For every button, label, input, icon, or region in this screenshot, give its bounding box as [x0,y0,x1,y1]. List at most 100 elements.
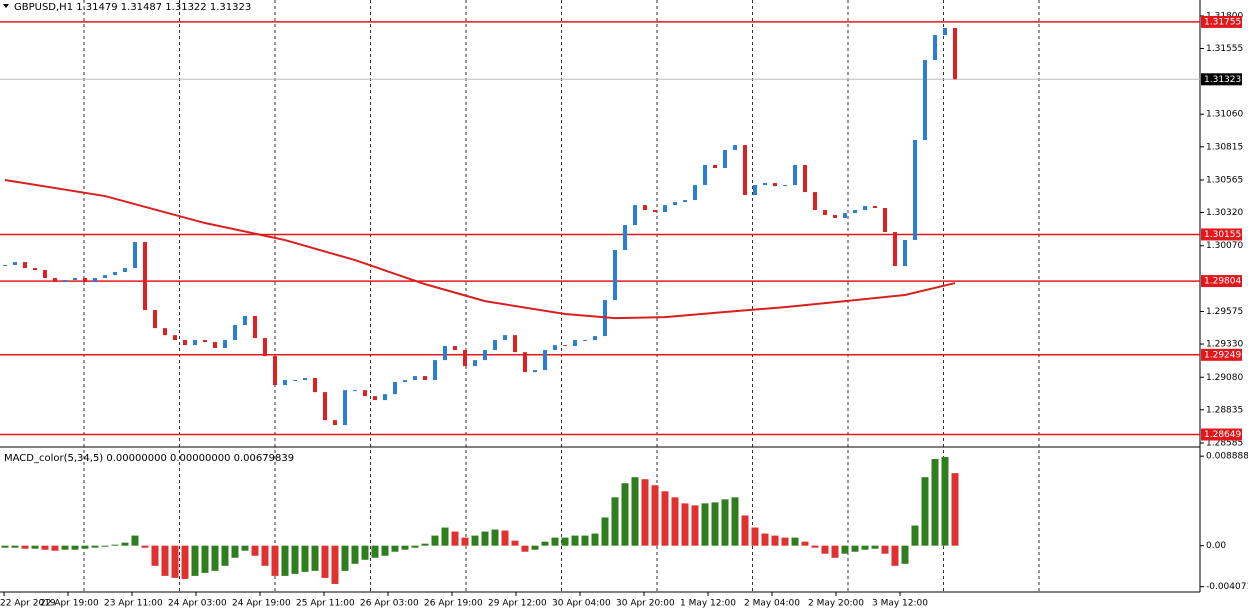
macd-bar [141,545,149,548]
macd-bar [631,477,639,546]
candle [713,164,717,169]
macd-bar [641,479,649,546]
candle [223,340,227,349]
candle [303,378,307,381]
candle [943,28,947,36]
macd-bar [261,545,269,566]
level-label: 1.31755 [1204,17,1241,27]
candle [143,242,147,311]
candle [493,340,497,351]
macd-bar [101,545,109,547]
macd-bar [311,545,319,571]
macd-bar [121,542,129,546]
macd-bar [551,537,559,546]
candle [543,350,547,371]
candle [263,338,267,357]
macd-bar [771,535,779,546]
candle [43,270,47,279]
level-label: 1.30155 [1204,230,1241,240]
y-tick-label: 1.30565 [1206,175,1243,185]
macd-bar [341,545,349,571]
macd-bar [891,545,899,566]
candle [693,185,697,201]
candle [793,164,797,186]
candle [813,192,817,211]
macd-bar [541,541,549,546]
macd-bar [881,545,889,554]
macd-bar [731,497,739,546]
y-tick-label: 1.31060 [1206,110,1243,120]
candle [503,335,507,341]
candle [933,35,937,61]
macd-bar [561,537,569,546]
candle [243,316,247,326]
x-tick-label: 22 Apr 2019 [0,599,56,609]
candle [663,205,667,213]
macd-bar [741,515,749,546]
last-price-tag [1201,73,1242,86]
candle [643,205,647,211]
macd-bar [851,545,859,552]
y-tick-label: 1.30070 [1206,241,1243,251]
indicator-title: MACD_color(5,34,5) 0.00000000 0.00000000… [4,453,294,464]
candle [763,183,767,186]
macd-bar [181,545,189,579]
candle [723,149,727,169]
last-price-label: 1.31323 [1204,75,1241,85]
candle [93,278,97,283]
macd-bar [151,545,159,566]
macd-bar [701,503,709,546]
x-tick-label: 2 May 20:00 [808,599,864,609]
macd-bar [321,545,329,578]
candle [533,370,537,373]
macd-bar [511,540,519,546]
macd-bar [811,545,819,548]
macd-bar [241,545,249,551]
macd-bar [191,545,199,576]
candle [393,382,397,395]
candle [633,205,637,226]
macd-bar [231,545,239,558]
macd-bar [391,545,399,552]
candle [903,240,907,267]
macd-bar [801,541,809,546]
macd-bar [821,545,829,554]
candle [873,206,877,209]
macd-bar [491,529,499,546]
candle [883,208,887,233]
macd-bar [751,527,759,546]
macd-bar [451,531,459,546]
candle [433,360,437,381]
candle [853,210,857,214]
candle [803,164,807,193]
menu-arrow [3,4,9,8]
y-tick-label: 1.31555 [1206,44,1243,54]
candle [613,249,617,301]
macd-bar [251,545,259,556]
candle [183,340,187,346]
candle [173,335,177,341]
macd-bar [531,545,539,550]
macd-bar [621,483,629,546]
macd-bar [431,535,439,546]
candle [213,342,217,349]
y-tick-label: 1.30815 [1206,142,1243,152]
macd-bar [281,545,289,576]
macd-bar [571,535,579,546]
macd-bar [941,457,949,546]
candle [453,346,457,351]
macd-bar [1,545,9,548]
chart-title: GBPUSD,H1 1.31479 1.31487 1.31322 1.3132… [14,2,251,13]
candle [73,278,77,281]
x-tick-label: 30 Apr 04:00 [552,599,611,609]
macd-bar [401,545,409,550]
level-label: 1.29249 [1204,350,1241,360]
macd-bar [871,545,879,549]
x-tick-label: 24 Apr 19:00 [232,599,291,609]
macd-bar [201,545,209,573]
macd-bar [861,545,869,550]
y-tick-label: 1.30320 [1206,208,1243,218]
macd-bar [31,545,39,549]
candle [783,185,787,187]
candle [483,350,487,361]
